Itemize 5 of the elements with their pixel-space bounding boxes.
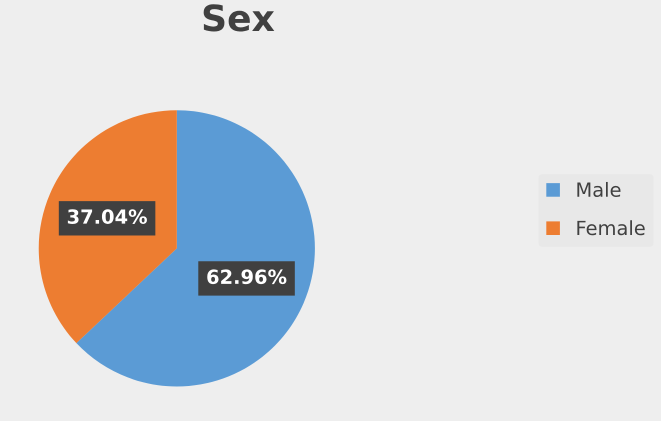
legend-label: Female	[577, 220, 645, 236]
data-label: 37.04%	[68, 209, 147, 224]
data-label: 62.96%	[207, 269, 286, 284]
legend-label: Male	[577, 182, 620, 198]
chart-title: Sex	[204, 4, 274, 32]
